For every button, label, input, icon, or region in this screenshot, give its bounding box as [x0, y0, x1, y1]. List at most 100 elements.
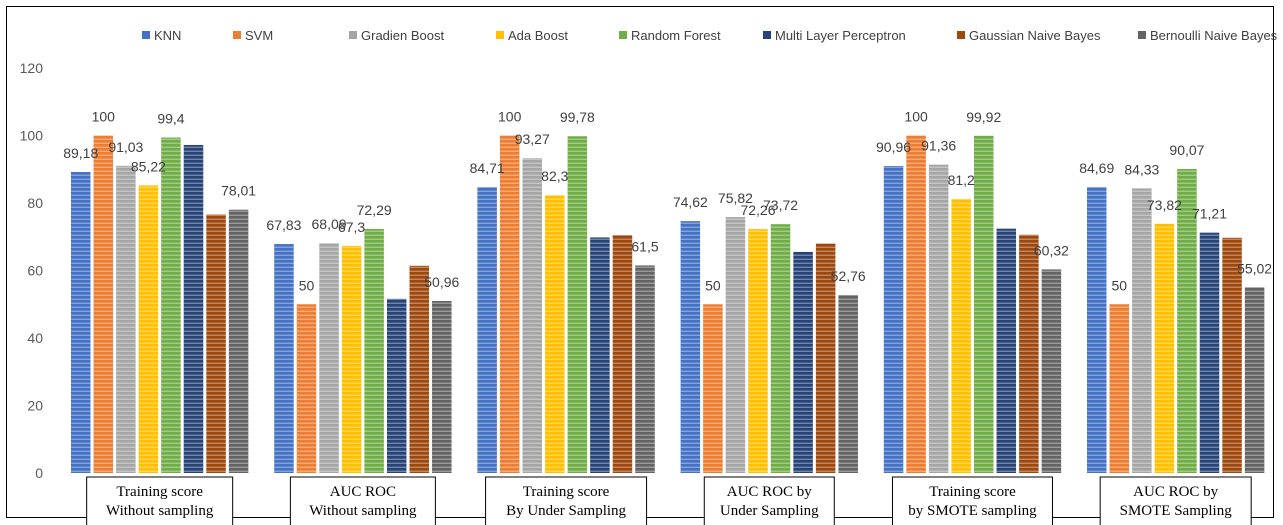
- data-label: 99,4: [157, 111, 184, 127]
- bar-texture: [703, 304, 723, 473]
- bar-texture: [386, 298, 407, 473]
- data-label: 68,09: [312, 216, 347, 232]
- y-tick-label: 60: [27, 263, 43, 279]
- bar-texture: [680, 221, 701, 473]
- data-label: 81,2: [948, 172, 975, 188]
- data-label: 50: [705, 277, 721, 293]
- data-label: 72,26: [740, 202, 775, 218]
- bar-texture: [951, 198, 971, 473]
- bar-texture: [567, 136, 588, 473]
- category-label: Training score: [523, 484, 610, 500]
- bar-texture: [748, 229, 768, 473]
- bar-texture: [793, 251, 813, 473]
- bar-texture: [635, 265, 655, 473]
- legend-label: KNN: [154, 28, 181, 43]
- bar-texture: [206, 214, 226, 473]
- data-label: 71,21: [1192, 206, 1227, 222]
- legend-swatch: [496, 31, 504, 39]
- category-label: SMOTE Sampling: [1120, 503, 1233, 519]
- data-label: 50: [299, 277, 315, 293]
- data-label: 100: [904, 109, 928, 125]
- bar-texture: [612, 235, 633, 473]
- legend-label: Gradien Boost: [361, 28, 444, 43]
- bar-texture: [1199, 232, 1220, 473]
- bar-texture: [928, 164, 949, 473]
- bar-texture: [409, 265, 429, 473]
- category-box: [703, 476, 835, 525]
- data-label: 50: [1112, 277, 1128, 293]
- bars: [71, 135, 1265, 474]
- bar-texture: [1177, 169, 1197, 474]
- bar-texture: [364, 229, 384, 473]
- data-label: 72,29: [357, 202, 392, 218]
- legend-swatch: [763, 31, 771, 39]
- bar-texture: [296, 304, 317, 473]
- data-labels: 89,1810091,0385,2299,478,0167,835068,096…: [63, 109, 1272, 294]
- data-label: 61,5: [631, 238, 658, 254]
- legend-swatch: [142, 31, 150, 39]
- data-label: 100: [498, 109, 522, 125]
- bar-texture: [838, 294, 858, 473]
- bar-texture: [161, 137, 181, 473]
- bar-texture: [93, 135, 114, 473]
- bar-texture: [138, 185, 159, 473]
- bar-texture: [477, 187, 497, 473]
- bar-texture: [1222, 237, 1242, 473]
- legend-label: Ada Boost: [508, 28, 568, 43]
- bar-texture: [1154, 223, 1175, 473]
- data-label: 75,82: [718, 190, 753, 206]
- bar-texture: [1244, 287, 1265, 473]
- data-label: 73,72: [763, 197, 798, 213]
- bar-texture: [1109, 304, 1130, 473]
- data-label: 84,33: [1124, 161, 1159, 177]
- data-label: 91,36: [921, 138, 956, 154]
- data-label: 89,18: [63, 145, 98, 161]
- category-label: Without sampling: [309, 503, 417, 519]
- bar-texture: [590, 237, 610, 473]
- bar-texture: [1041, 269, 1062, 473]
- data-label: 100: [92, 109, 116, 125]
- data-label: 67,83: [266, 217, 301, 233]
- data-label: 82,3: [541, 168, 568, 184]
- category-box: [86, 476, 234, 525]
- y-axis: 0 20 40 60 80 100 120: [20, 60, 44, 481]
- data-label: 50,96: [424, 274, 459, 290]
- bar-texture: [116, 165, 136, 473]
- bar-texture: [883, 166, 904, 473]
- category-box: [485, 476, 648, 525]
- data-label: 90,96: [876, 139, 911, 155]
- bar-texture: [1019, 234, 1039, 473]
- data-label: 74,62: [673, 194, 708, 210]
- legend-swatch: [619, 31, 627, 39]
- bar-texture: [274, 244, 294, 473]
- data-label: 93,27: [515, 131, 550, 147]
- data-label: 85,22: [131, 158, 166, 174]
- y-tick-label: 120: [20, 60, 44, 76]
- bar-texture: [725, 217, 746, 473]
- y-tick-label: 0: [35, 465, 43, 481]
- category-box: [1099, 476, 1252, 525]
- bar-texture: [996, 228, 1017, 473]
- category-label: Training score: [116, 484, 203, 500]
- bar-texture: [1087, 187, 1107, 473]
- y-tick-label: 100: [20, 128, 44, 144]
- bar-texture: [71, 172, 91, 473]
- bar-texture: [815, 243, 836, 473]
- legend-label: Bernoulli Naive Bayes: [1150, 28, 1278, 43]
- data-label: 55,02: [1237, 260, 1272, 276]
- bar-texture: [974, 135, 994, 473]
- category-label: AUC ROC: [330, 484, 396, 500]
- data-label: 84,71: [470, 160, 505, 176]
- category-label: AUC ROC by: [1133, 484, 1219, 500]
- data-label: 78,01: [221, 183, 256, 199]
- legend-label: Random Forest: [631, 28, 721, 43]
- data-label: 73,82: [1147, 197, 1182, 213]
- category-label: By Under Sampling: [506, 503, 626, 519]
- y-tick-label: 80: [27, 195, 43, 211]
- bar-texture: [228, 209, 249, 473]
- bar-texture: [432, 301, 452, 473]
- legend-label: Multi Layer Perceptron: [775, 28, 906, 43]
- bar-texture: [499, 135, 520, 473]
- bar-texture: [545, 195, 565, 474]
